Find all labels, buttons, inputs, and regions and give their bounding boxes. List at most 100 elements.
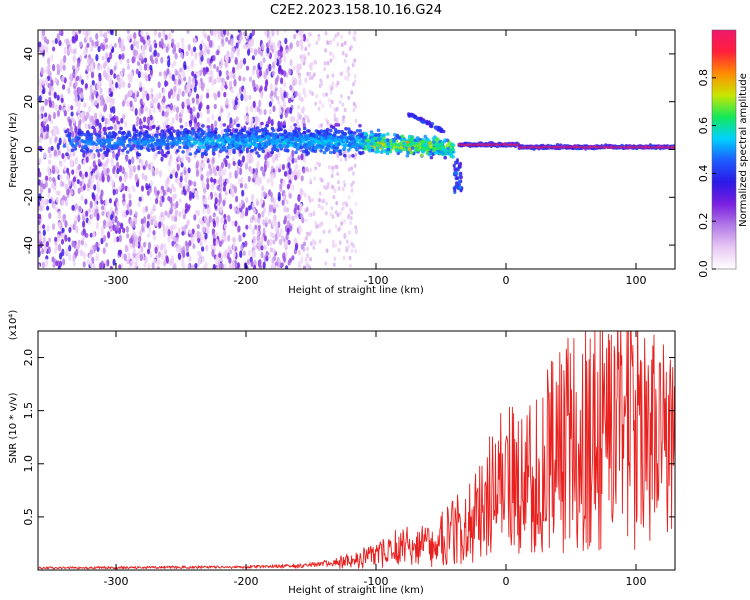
- heatmap-cell: [211, 156, 215, 164]
- heatmap-cell: [207, 128, 211, 132]
- heatmap-cell: [69, 160, 73, 168]
- heatmap-cell: [296, 63, 300, 71]
- heatmap-cell: [178, 198, 182, 204]
- heatmap-cell: [272, 263, 276, 269]
- heatmap-cell: [239, 182, 243, 189]
- heatmap-cell: [305, 166, 309, 172]
- heatmap-cell: [260, 236, 264, 242]
- heatmap-cell: [223, 157, 227, 163]
- heatmap-cell: [312, 238, 315, 244]
- heatmap-cell: [409, 140, 413, 144]
- heatmap-cell: [204, 143, 209, 147]
- heatmap-cell: [326, 40, 330, 46]
- heatmap-cell: [237, 30, 241, 33]
- heatmap-cell: [244, 94, 248, 103]
- heatmap-cell: [138, 131, 143, 135]
- heatmap-cell: [162, 95, 166, 103]
- heatmap-cell: [268, 218, 272, 225]
- heatmap-cell: [291, 255, 295, 261]
- heatmap-cell: [192, 106, 196, 113]
- heatmap-cell: [96, 135, 101, 140]
- heatmap-cell: [109, 30, 113, 35]
- heatmap-cell: [203, 215, 207, 222]
- heatmap-cell: [266, 178, 270, 184]
- heatmap-cell: [311, 133, 315, 138]
- heatmap-cell: [116, 120, 121, 125]
- heatmap-cell: [175, 70, 179, 76]
- heatmap-cell: [84, 242, 88, 248]
- heatmap-cell: [95, 54, 99, 62]
- heatmap-cell: [358, 129, 363, 133]
- heatmap-cell: [142, 124, 147, 129]
- heatmap-cell: [256, 240, 260, 247]
- heatmap-cell: [406, 150, 410, 155]
- heatmap-cell: [124, 120, 128, 128]
- heatmap-cell: [54, 236, 58, 242]
- heatmap-cell: [140, 245, 144, 253]
- heatmap-cell: [193, 37, 197, 44]
- heatmap-cell: [245, 105, 249, 113]
- heatmap-cell: [437, 125, 441, 130]
- heatmap-cell: [71, 169, 75, 175]
- heatmap-cell: [263, 30, 268, 36]
- heatmap-cell: [115, 153, 119, 161]
- heatmap-cell: [297, 127, 301, 132]
- heatmap-cell: [352, 82, 355, 87]
- heatmap-cell: [216, 165, 220, 172]
- heatmap-cell: [296, 118, 300, 126]
- heatmap-cell: [82, 159, 86, 166]
- heatmap-cell: [297, 169, 301, 177]
- heatmap-cell: [250, 122, 254, 130]
- heatmap-cell: [99, 111, 103, 120]
- heatmap-cell: [72, 254, 76, 263]
- heatmap-cell: [186, 65, 190, 71]
- heatmap-cell: [364, 132, 368, 136]
- heatmap-cell: [85, 156, 89, 163]
- heatmap-cell: [436, 137, 440, 141]
- heatmap-cell: [229, 70, 233, 79]
- heatmap-cell: [143, 116, 147, 123]
- heatmap-cell: [112, 188, 116, 196]
- heatmap-cell: [319, 177, 323, 182]
- heatmap-cell: [181, 133, 186, 138]
- heatmap-cell: [111, 179, 115, 187]
- heatmap-cell: [255, 115, 259, 124]
- heatmap-cell: [203, 186, 207, 195]
- heatmap-cell: [271, 134, 275, 138]
- heatmap-cell: [73, 219, 77, 226]
- heatmap-cell: [78, 128, 82, 133]
- heatmap-cell: [84, 82, 88, 89]
- heatmap-cell: [154, 141, 158, 146]
- heatmap-cell: [240, 199, 244, 205]
- heatmap-cell: [267, 116, 271, 125]
- heatmap-cell: [158, 132, 163, 137]
- heatmap-cell: [54, 128, 58, 136]
- heatmap-cell: [337, 180, 340, 185]
- heatmap-cell: [330, 184, 334, 189]
- heatmap-cell: [410, 114, 415, 118]
- heatmap-cell: [188, 141, 192, 146]
- heatmap-cell: [81, 139, 85, 144]
- heatmap-cell: [200, 145, 205, 149]
- heatmap-cell: [215, 216, 219, 224]
- heatmap-cell: [66, 188, 70, 196]
- heatmap-cell: [123, 253, 127, 262]
- heatmap-cell: [234, 128, 239, 132]
- heatmap-cell: [235, 195, 239, 203]
- heatmap-cell: [127, 130, 131, 135]
- heatmap-cell: [240, 93, 244, 102]
- heatmap-cell: [100, 260, 104, 268]
- heatmap-cell: [107, 30, 111, 34]
- heatmap-cell: [332, 262, 336, 267]
- heatmap-cell: [183, 189, 187, 196]
- heatmap-cell: [261, 185, 265, 192]
- heatmap-cell: [334, 243, 338, 248]
- heatmap-cell: [376, 143, 381, 148]
- heatmap-cell: [251, 241, 256, 247]
- heatmap-cell: [82, 152, 86, 158]
- heatmap-cell: [199, 43, 203, 51]
- heatmap-cell: [60, 30, 64, 37]
- heatmap-cell: [114, 215, 118, 223]
- heatmap-cell: [61, 152, 65, 160]
- heatmap-cell: [318, 191, 322, 196]
